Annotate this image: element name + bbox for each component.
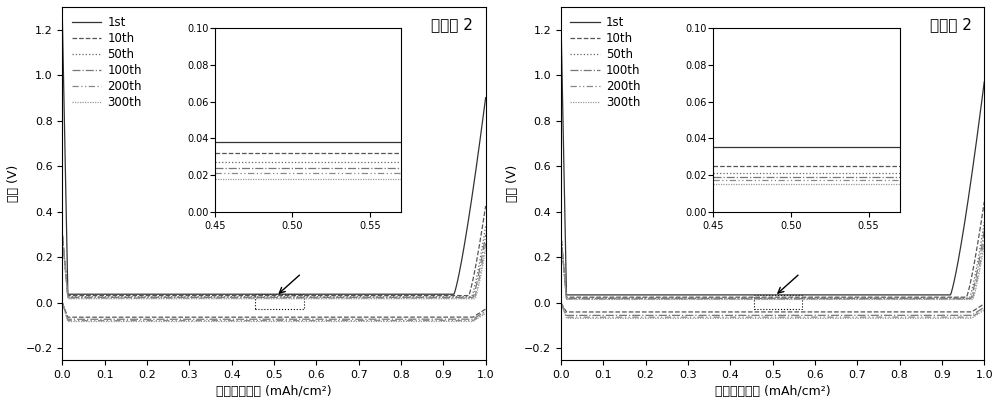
Text: 对照组 2: 对照组 2 [431,17,473,32]
X-axis label: 单位面积容量 (mAh/cm²): 单位面积容量 (mAh/cm²) [216,385,332,398]
Bar [754,295,802,309]
Y-axis label: 电压 (V): 电压 (V) [506,165,519,202]
Y-axis label: 电压 (V): 电压 (V) [7,165,20,202]
Legend: 1st, 10th, 50th, 100th, 200th, 300th: 1st, 10th, 50th, 100th, 200th, 300th [567,13,644,113]
X-axis label: 单位面积容量 (mAh/cm²): 单位面积容量 (mAh/cm²) [715,385,830,398]
Bar [255,294,304,309]
Legend: 1st, 10th, 50th, 100th, 200th, 300th: 1st, 10th, 50th, 100th, 200th, 300th [68,13,145,113]
Text: 实施例 2: 实施例 2 [930,17,972,32]
